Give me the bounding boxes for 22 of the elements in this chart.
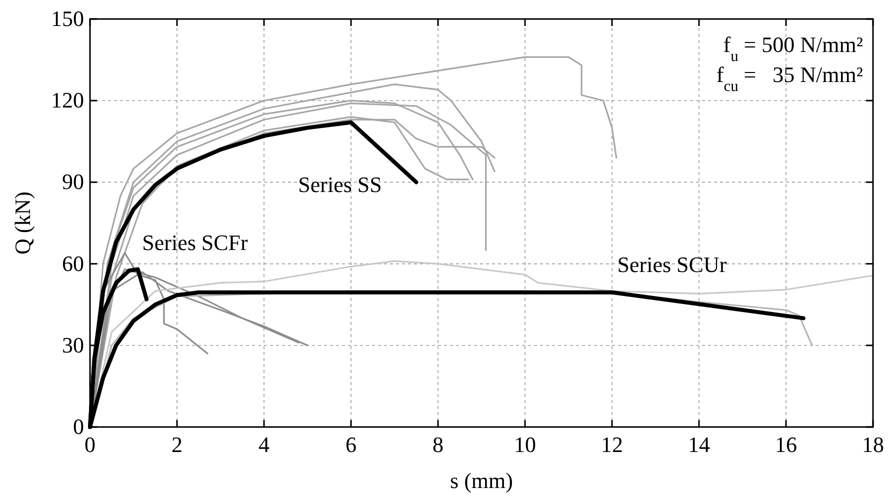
y-tick-label: 30 — [62, 332, 84, 358]
x-tick-label: 8 — [432, 432, 444, 457]
x-tick-label: 16 — [775, 432, 797, 457]
x-tick-label: 12 — [601, 432, 623, 457]
annotation: f$_{cu}$ = 35 N/mm² — [716, 62, 864, 94]
annotation: Series SCFr — [142, 230, 249, 255]
y-tick-label: 150 — [51, 6, 84, 31]
annotation: f$_{u}$ = 500 N/mm² — [723, 32, 864, 64]
y-tick-label: 90 — [62, 169, 84, 194]
x-tick-label: 18 — [862, 432, 884, 457]
x-tick-label: 2 — [172, 432, 182, 457]
y-tick-label: 120 — [51, 88, 84, 113]
x-tick-label: 10 — [514, 432, 536, 457]
x-axis-title: s (mm) — [450, 468, 513, 493]
y-tick-label: 0 — [73, 414, 84, 439]
annotation: Series SCUr — [617, 252, 728, 277]
y-tick-label: 60 — [62, 250, 84, 276]
x-tick-label: 14 — [688, 432, 710, 457]
x-tick-label: 4 — [258, 432, 270, 457]
y-axis-title: Q (kN) — [10, 192, 35, 254]
annotation: Series SS — [298, 172, 382, 197]
x-tick-label: 6 — [346, 432, 356, 457]
